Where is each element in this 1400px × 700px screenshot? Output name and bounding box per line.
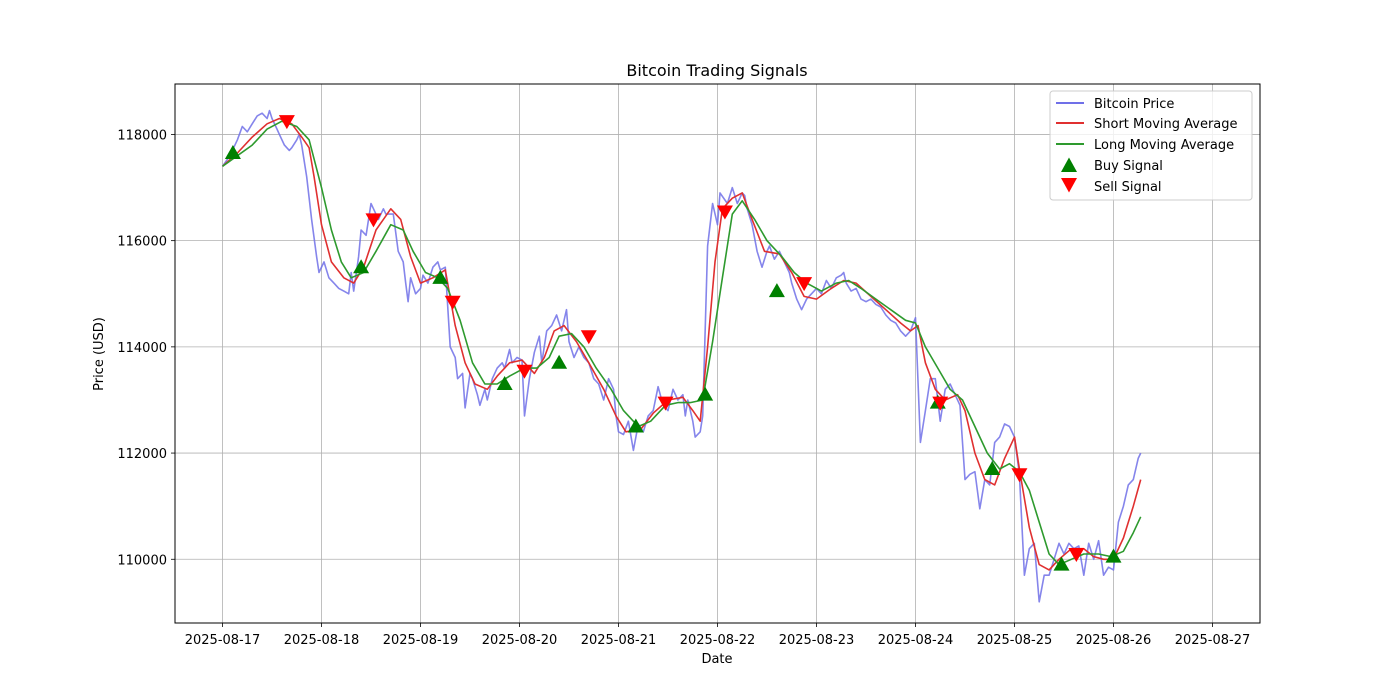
price-line bbox=[221, 109, 1142, 603]
x-tick-label: 2025-08-20 bbox=[482, 633, 558, 648]
short-ma-line bbox=[221, 117, 1142, 571]
legend-sell-marker-icon bbox=[1061, 178, 1077, 193]
x-tick-label: 2025-08-18 bbox=[284, 633, 360, 648]
legend-price-label: Bitcoin Price bbox=[1094, 97, 1174, 112]
y-tick-label: 114000 bbox=[117, 341, 167, 356]
x-tick-label: 2025-08-26 bbox=[1076, 633, 1152, 648]
buy-signal-marker bbox=[551, 354, 568, 369]
buy-signal-marker bbox=[768, 283, 785, 298]
y-tick-label: 110000 bbox=[117, 553, 167, 568]
buy-signal-marker bbox=[697, 386, 714, 401]
buy-signal-marker bbox=[432, 269, 449, 284]
plot-area bbox=[221, 109, 1142, 603]
buy-signal-marker bbox=[627, 418, 644, 433]
buy-signal-marker bbox=[1105, 548, 1122, 563]
x-tick-label: 2025-08-21 bbox=[581, 633, 657, 648]
x-axis-label: Date bbox=[701, 652, 732, 667]
sell-signal-marker bbox=[1068, 547, 1085, 562]
buy-signal-marker bbox=[1053, 556, 1070, 571]
legend-buy-label: Buy Signal bbox=[1094, 159, 1163, 174]
y-tick-label: 112000 bbox=[117, 447, 167, 462]
sell-signal-marker bbox=[796, 277, 813, 292]
legend-box bbox=[1049, 90, 1253, 201]
x-tick-label: 2025-08-17 bbox=[185, 633, 261, 648]
legend-long-label: Long Moving Average bbox=[1094, 138, 1234, 153]
x-tick-label: 2025-08-25 bbox=[977, 633, 1053, 648]
legend: Bitcoin Price Short Moving Average Long … bbox=[1049, 90, 1253, 201]
sell-signal-marker bbox=[1011, 468, 1028, 483]
sell-signal-marker bbox=[716, 205, 733, 220]
sell-signal-marker bbox=[444, 295, 461, 310]
buy-signal-marker bbox=[496, 376, 513, 391]
long-ma-line bbox=[222, 120, 1142, 566]
sell-signal-marker bbox=[516, 364, 533, 379]
x-tick-label: 2025-08-23 bbox=[779, 633, 855, 648]
chart-title: Bitcoin Trading Signals bbox=[626, 61, 807, 80]
x-tick-label: 2025-08-22 bbox=[680, 633, 756, 648]
sell-signal-marker bbox=[365, 213, 382, 228]
y-tick-label: 118000 bbox=[117, 128, 167, 143]
sell-signal-marker bbox=[657, 396, 674, 411]
x-tick-label: 2025-08-19 bbox=[383, 633, 459, 648]
buy-signal-marker bbox=[984, 461, 1001, 475]
y-axis-label: Price (USD) bbox=[92, 317, 107, 391]
legend-short-label: Short Moving Average bbox=[1094, 117, 1238, 132]
axes: 2025-08-17 2025-08-18 2025-08-19 2025-08-20… bbox=[117, 128, 1250, 648]
buy-signal-marker bbox=[224, 145, 241, 160]
sell-signal-marker bbox=[278, 115, 295, 130]
x-tick-label: 2025-08-24 bbox=[878, 633, 954, 648]
y-tick-label: 116000 bbox=[117, 235, 167, 250]
legend-sell-label: Sell Signal bbox=[1094, 180, 1162, 195]
legend-buy-marker-icon bbox=[1061, 157, 1077, 172]
sell-signal-marker bbox=[932, 396, 949, 411]
x-tick-label: 2025-08-27 bbox=[1175, 633, 1251, 648]
sell-signal-marker bbox=[580, 330, 597, 345]
buy-signal-marker bbox=[353, 259, 370, 274]
